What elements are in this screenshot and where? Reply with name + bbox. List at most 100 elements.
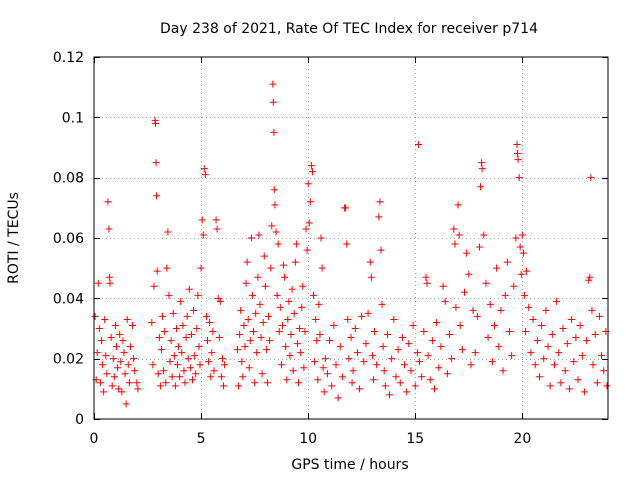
data-point [448,355,456,363]
data-point [525,303,533,311]
data-point [431,385,439,393]
data-point [531,361,539,369]
data-point [461,288,469,296]
data-point [107,334,115,342]
x-axis-label: GPS time / hours [291,457,408,473]
data-point [330,321,338,329]
data-point [254,273,262,281]
data-point [162,379,170,387]
data-point [116,331,124,339]
data-point [559,325,567,332]
data-point [555,349,563,357]
data-point [510,282,518,290]
data-point [383,331,391,339]
data-point [362,340,370,348]
data-point [380,367,388,375]
y-tick-label: 0.08 [53,171,84,187]
data-point [580,388,588,396]
data-point [94,279,102,287]
data-point [153,192,161,200]
data-point [202,312,210,320]
data-point [377,246,385,254]
data-point [394,346,402,354]
data-point [435,364,443,372]
data-point [187,331,195,339]
data-point [561,367,569,375]
data-point [129,321,137,329]
data-point [574,376,582,384]
data-point [255,231,263,239]
y-tick-label: 0.12 [53,50,84,66]
data-point [316,331,324,339]
data-point [314,376,322,384]
data-point [179,321,187,329]
data-point [376,198,384,206]
data-point [258,370,266,378]
data-point [469,306,477,314]
data-point [353,349,361,357]
data-point [236,331,244,339]
data-point [458,346,466,354]
data-point [217,373,225,381]
data-point [284,315,292,323]
data-point [488,358,496,366]
data-point [300,364,308,372]
data-point [424,352,432,360]
data-point [600,367,608,375]
data-point [360,358,368,366]
data-point [221,361,229,369]
data-point [439,282,447,290]
data-point [514,156,522,164]
data-point [480,231,488,239]
data-point [216,297,224,305]
data-point [344,315,352,323]
data-point [108,382,116,390]
data-point [593,379,601,387]
data-point [161,328,169,336]
data-point [443,370,451,378]
data-point [328,382,336,390]
data-point [345,355,353,363]
data-point [183,312,191,320]
data-point [598,352,606,360]
data-point [269,80,277,88]
data-point [369,376,377,384]
data-point [550,361,558,369]
data-point [513,140,521,148]
data-point [305,219,313,227]
data-point [262,346,270,354]
data-point [401,361,409,369]
data-point [285,297,293,305]
data-point [257,334,265,342]
data-point [364,309,372,317]
data-point [299,282,307,290]
data-point [240,321,248,329]
data-point [405,340,413,348]
data-point [519,249,527,257]
data-point [595,312,603,320]
data-point [529,315,537,323]
data-point [446,331,454,339]
y-tick-label: 0.1 [62,110,84,126]
data-point [428,337,436,345]
data-point [101,315,109,323]
data-point [451,240,459,248]
data-point [540,355,548,363]
data-point [287,331,295,339]
data-point [195,343,203,351]
data-point [159,312,167,320]
data-point [347,334,355,342]
data-point [193,325,201,332]
y-tick-labels: 0 0.02 0.04 0.06 0.08 0.1 0.12 [53,50,84,428]
data-point [375,213,383,221]
data-point [336,343,344,351]
data-point [585,276,593,284]
data-point [256,300,264,308]
data-point [242,279,250,287]
data-point [105,273,113,281]
data-point [134,385,142,393]
data-point [358,312,366,320]
data-point [209,328,217,336]
data-point [275,328,283,336]
data-point [276,303,284,311]
